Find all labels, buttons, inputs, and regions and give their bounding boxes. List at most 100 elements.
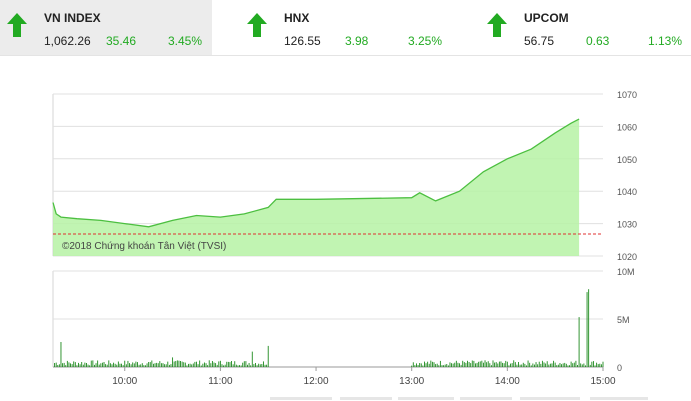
volume-bar <box>572 363 574 367</box>
volume-bar <box>420 363 422 367</box>
volume-bar <box>133 363 135 367</box>
volume-bar <box>465 362 467 367</box>
volume-bar <box>417 365 419 367</box>
volume-bar <box>255 363 256 367</box>
volume-bar <box>151 360 153 367</box>
volume-bar <box>594 365 596 367</box>
index-name: HNX <box>284 11 310 25</box>
volume-bar <box>457 362 459 367</box>
tab-upcom[interactable]: UPCOM 56.75 0.63 1.13% <box>480 0 691 55</box>
bottom-tab[interactable] <box>340 397 392 400</box>
volume-bar <box>259 364 261 367</box>
bottom-tab[interactable] <box>460 397 512 400</box>
volume-bar <box>71 364 73 367</box>
volume-bar <box>498 361 500 367</box>
volume-bar <box>101 362 103 367</box>
volume-bar <box>70 363 71 367</box>
volume-bar <box>513 360 515 367</box>
volume-bar <box>211 361 213 367</box>
volume-bar <box>221 364 223 367</box>
volume-bar <box>411 365 413 367</box>
volume-bar <box>157 363 159 367</box>
volume-bar <box>74 362 76 367</box>
volume-bar <box>502 362 504 367</box>
time-tick-label: 11:00 <box>208 376 233 387</box>
time-tick-label: 15:00 <box>590 376 615 387</box>
volume-bar <box>578 317 580 367</box>
volume-bar <box>548 364 550 367</box>
volume-bar <box>199 360 201 367</box>
volume-bar <box>435 364 437 367</box>
volume-bar <box>476 362 478 367</box>
volume-bar <box>106 364 108 367</box>
volume-bar <box>55 362 57 367</box>
volume-bar <box>431 361 433 367</box>
volume-bar <box>178 360 180 367</box>
volume-bar <box>460 364 462 367</box>
volume-bar <box>188 363 189 367</box>
volume-bar <box>486 362 488 367</box>
index-price: 56.75 <box>524 34 555 48</box>
price-tick-label: 1040 <box>617 187 637 197</box>
volume-bar <box>529 362 531 367</box>
volume-bar <box>596 362 598 367</box>
volume-bar <box>416 363 417 367</box>
volume-bar <box>514 362 516 367</box>
volume-bar <box>137 362 138 367</box>
volume-bar <box>534 364 535 367</box>
volume-bar <box>569 365 570 367</box>
volume-bar <box>581 364 583 367</box>
volume-tick-label: 5M <box>617 315 630 325</box>
volume-bar <box>250 365 252 367</box>
volume-bar <box>237 365 239 367</box>
volume-bar <box>68 362 70 367</box>
volume-bar <box>562 363 564 367</box>
bottom-tab[interactable] <box>270 397 332 400</box>
volume-bar <box>194 361 196 367</box>
time-tick-label: 13:00 <box>399 376 424 387</box>
volume-bar <box>589 364 591 367</box>
volume-bar <box>189 363 191 367</box>
volume-bar <box>484 360 486 367</box>
tab-vn-index[interactable]: VN INDEX 1,062.26 35.46 3.45% <box>0 0 212 55</box>
volume-bar <box>82 364 84 367</box>
volume-bar <box>553 360 555 367</box>
price-tick-label: 1050 <box>617 155 637 165</box>
volume-bar <box>540 363 542 367</box>
volume-bar <box>87 364 89 367</box>
volume-bar <box>441 365 443 367</box>
volume-bar <box>541 360 543 367</box>
volume-bar <box>184 362 186 367</box>
volume-bar <box>452 363 454 367</box>
volume-bar <box>164 364 166 367</box>
volume-bar <box>459 363 460 367</box>
tab-hnx[interactable]: HNX 126.55 3.98 3.25% <box>240 0 452 55</box>
volume-bar <box>564 362 566 367</box>
bottom-tab[interactable] <box>590 397 648 400</box>
up-arrow-icon <box>7 13 27 37</box>
price-tick-label: 1070 <box>617 90 637 100</box>
bottom-tab[interactable] <box>520 397 580 400</box>
volume-bar <box>229 362 231 367</box>
volume-bar <box>176 360 178 367</box>
bottom-tab[interactable] <box>398 397 454 400</box>
volume-bar <box>239 365 240 367</box>
volume-bar <box>234 361 236 367</box>
volume-bar <box>475 363 476 367</box>
volume-bar <box>129 363 130 367</box>
volume-bar <box>242 362 244 367</box>
volume-bar <box>108 360 110 367</box>
volume-bar <box>149 362 151 367</box>
volume-bar <box>592 361 594 367</box>
volume-bar <box>247 364 248 367</box>
volume-bar <box>473 360 475 367</box>
volume-bar <box>207 365 209 367</box>
volume-bar <box>183 362 185 367</box>
volume-tick-label: 0 <box>617 363 622 373</box>
volume-bar <box>524 363 526 367</box>
volume-bar <box>428 363 430 367</box>
volume-bar <box>205 363 207 367</box>
volume-bar <box>73 361 75 367</box>
volume-bar <box>267 345 269 367</box>
volume-bar <box>586 292 588 367</box>
